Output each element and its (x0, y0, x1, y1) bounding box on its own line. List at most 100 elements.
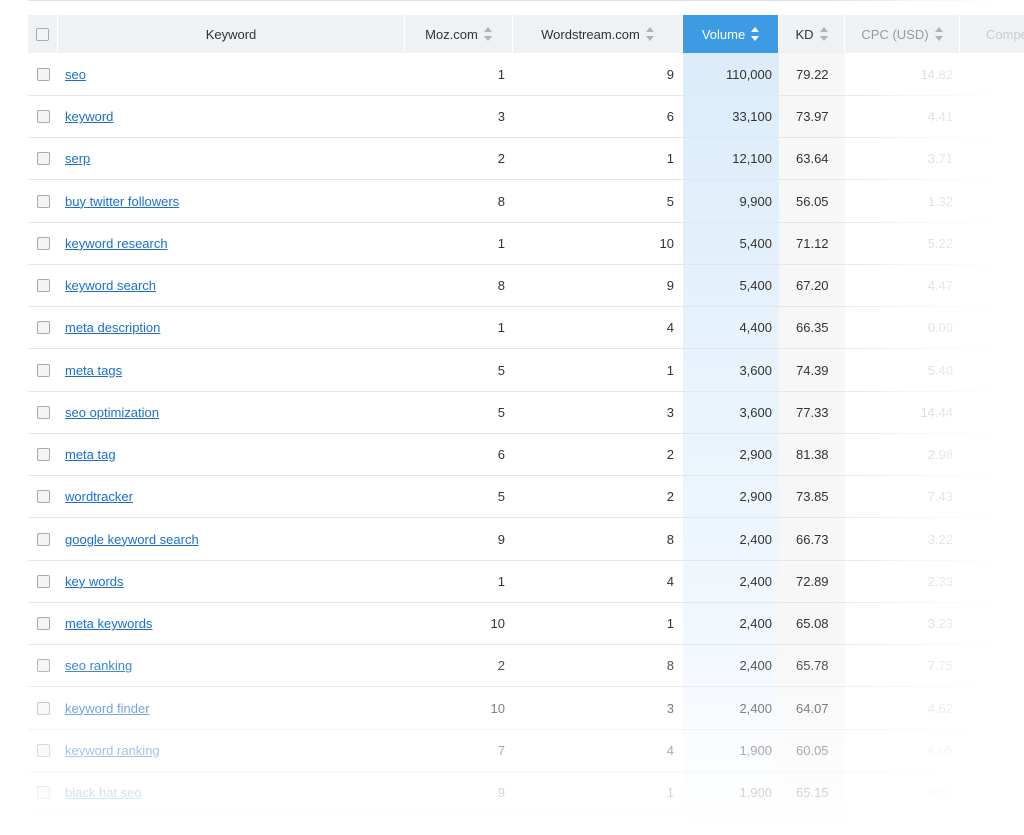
row-checkbox[interactable] (37, 574, 50, 588)
column-header[interactable]: Volume (683, 15, 779, 53)
cell-value: 2,400 (739, 616, 772, 632)
column-header[interactable]: Wordstream.com (513, 15, 683, 53)
cell-value: 10 (490, 616, 505, 632)
kd-value: 60.05 (796, 742, 829, 758)
column-header[interactable]: KD (779, 15, 845, 53)
keyword-link[interactable]: keyword research (65, 235, 168, 251)
cell-value: 8 (497, 193, 505, 209)
cell-value: 9,900 (739, 193, 772, 209)
keyword-link[interactable]: keyword finder (65, 700, 150, 716)
header-label: KD (795, 26, 814, 42)
row-checkbox[interactable] (37, 405, 50, 419)
table-row: meta keywords 10 1 2,400 65.08 3.23 (28, 603, 1024, 646)
kd-value: 71.12 (796, 235, 829, 251)
keyword-link[interactable]: keyword ranking (65, 742, 160, 758)
cell-value: 8 (666, 658, 674, 674)
kd-value: 81.38 (796, 447, 829, 463)
header-label: Wordstream.com (541, 26, 640, 42)
row-checkbox[interactable] (37, 701, 50, 715)
row-checkbox[interactable] (37, 743, 50, 757)
kd-value: 79.22 (796, 67, 829, 82)
cell-value: 1 (497, 235, 505, 251)
cell-value: 4,400 (739, 320, 772, 336)
cell-value: 3 (666, 700, 674, 716)
cell-value: 0.00 (927, 320, 953, 336)
cell-value: 1 (497, 320, 505, 336)
table-row: meta description 1 4 4,400 66.35 0.00 (28, 307, 1024, 350)
cell-value: 8 (497, 278, 505, 294)
row-checkbox[interactable] (37, 152, 50, 166)
cell-value: 5 (666, 193, 674, 209)
keyword-link[interactable]: keyword (65, 109, 114, 125)
keyword-link[interactable]: meta description (65, 320, 161, 336)
cell-value: 9 (666, 278, 674, 294)
keyword-link[interactable]: keyword search (65, 278, 157, 294)
row-checkbox[interactable] (37, 448, 50, 462)
keyword-link[interactable]: wordtracker (65, 489, 133, 505)
kd-value: 65.08 (796, 616, 829, 632)
keyword-link[interactable]: buy twitter followers (65, 193, 180, 209)
row-checkbox[interactable] (37, 321, 50, 335)
row-checkbox[interactable] (37, 617, 50, 631)
row-checkbox[interactable] (37, 110, 50, 124)
row-checkbox[interactable] (37, 490, 50, 504)
header-label: Volume (701, 26, 746, 42)
kd-value: 72.89 (796, 573, 829, 589)
cell-value: 14.82 (920, 67, 953, 82)
table-row: keyword finder 10 3 2,400 64.07 4.62 (28, 688, 1024, 730)
table-row: seo optimization 5 3 3,600 77.33 14.44 (28, 392, 1024, 434)
keyword-link[interactable]: serp (65, 151, 91, 167)
cell-value: 1,900 (739, 742, 772, 758)
cell-value: 1.32 (927, 193, 953, 209)
sort-icon (751, 27, 760, 41)
row-checkbox[interactable] (37, 363, 50, 377)
row-checkbox[interactable] (37, 68, 50, 81)
cell-value: 2,900 (739, 447, 772, 463)
cell-value: 2.98 (927, 447, 953, 463)
column-header[interactable]: Moz.com (405, 15, 513, 53)
cell-value: 7.43 (927, 489, 953, 505)
row-checkbox[interactable] (37, 659, 50, 673)
header-checkbox-cell (28, 15, 58, 53)
cell-value: 4.47 (927, 278, 953, 294)
row-checkbox[interactable] (37, 236, 50, 250)
keyword-link[interactable]: black hat seo (65, 785, 142, 801)
kd-value: 65.15 (796, 785, 829, 801)
header-label: Moz.com (425, 26, 478, 42)
row-checkbox[interactable] (37, 786, 50, 800)
cell-value: 33,100 (732, 109, 772, 125)
cell-value: 8 (666, 531, 674, 547)
keyword-link[interactable]: meta keywords (65, 616, 153, 632)
kd-value: 64.07 (796, 700, 829, 716)
cell-value: 5 (497, 404, 505, 420)
table-row: seo ranking 2 8 2,400 65.78 7.75 (28, 645, 1024, 688)
keyword-link[interactable]: seo (65, 67, 86, 82)
keyword-link[interactable]: seo ranking (65, 658, 133, 674)
row-checkbox[interactable] (37, 194, 50, 208)
column-header: Compe (960, 15, 1024, 53)
sort-icon (645, 27, 654, 41)
select-all-checkbox[interactable] (36, 27, 49, 41)
cell-value: 2,400 (739, 700, 772, 716)
cell-value: 6.05 (927, 742, 953, 758)
cell-value: 2 (666, 447, 674, 463)
cell-value: 6.67 (927, 785, 953, 801)
keyword-link[interactable]: meta tag (65, 447, 116, 463)
table-row: wordtracker 5 2 2,900 73.85 7.43 (28, 476, 1024, 519)
kd-value: 56.05 (796, 193, 829, 209)
keyword-link[interactable]: seo optimization (65, 404, 159, 420)
column-header[interactable]: CPC (USD) (845, 15, 960, 53)
header-label: Compe (986, 26, 1024, 42)
kd-value: 74.39 (796, 362, 829, 378)
cell-value: 4 (666, 320, 674, 336)
keyword-link[interactable]: meta tags (65, 362, 123, 378)
cell-value: 5.22 (927, 235, 953, 251)
cell-value: 5 (497, 362, 505, 378)
row-checkbox[interactable] (37, 279, 50, 293)
cell-value: 3.23 (927, 616, 953, 632)
keyword-link[interactable]: google keyword search (65, 531, 199, 547)
keyword-link[interactable]: key words (65, 573, 124, 589)
divider (28, 0, 1024, 1)
row-checkbox[interactable] (37, 532, 50, 546)
cell-value: 9 (497, 785, 505, 801)
